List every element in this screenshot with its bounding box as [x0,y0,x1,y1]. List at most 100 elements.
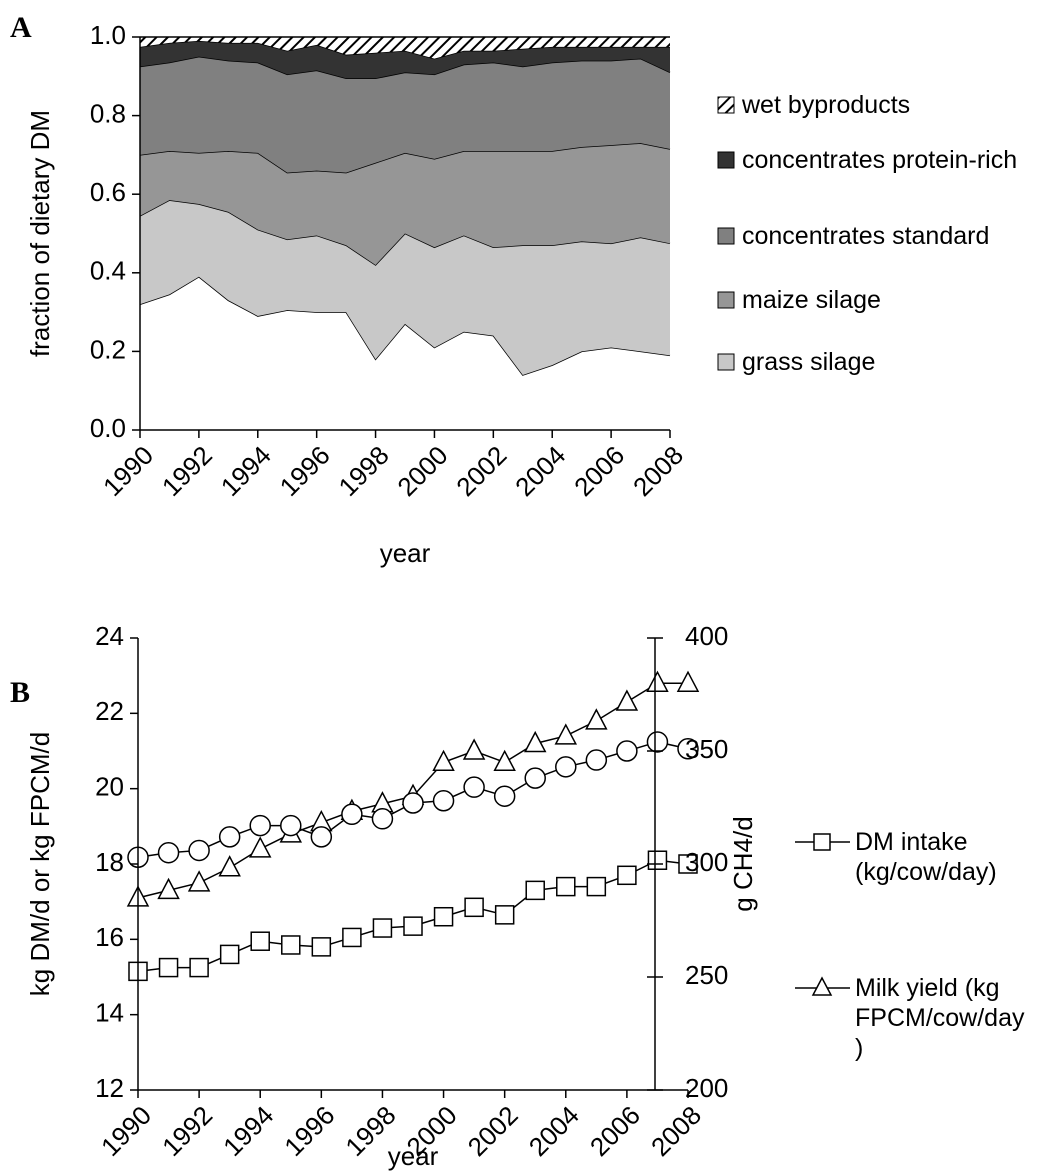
area [140,37,670,59]
y-tick-label: 0.2 [90,334,126,364]
y-tick-label: 16 [95,922,124,952]
y-tick-label: 18 [95,847,124,877]
y2-tick-label: 300 [685,847,728,877]
legend-label: grass silage [742,348,876,376]
point [525,880,545,901]
x-tick-label: 1994 [217,1100,279,1162]
legend-swatch [717,96,735,114]
y-tick-label: 20 [95,772,124,802]
x-tick-label: 2004 [509,440,571,502]
legend-swatch [717,227,735,245]
point [494,905,515,925]
x-tick-label: 1992 [156,1100,218,1162]
area [140,200,670,375]
point [280,814,302,837]
x-tick-label: 2004 [523,1100,585,1162]
y-tick-label: 24 [95,621,124,651]
legend-label: concentrates protein-rich [742,146,1018,174]
y-tick-label: 0.8 [90,98,126,128]
point [555,756,577,778]
x-tick-label: 1990 [97,440,159,502]
legend-swatch [717,353,735,371]
point [646,670,669,692]
y-tick-label: 14 [95,998,124,1028]
y2-tick-label: 400 [685,621,728,651]
point [463,776,485,798]
x-tick-label: 1990 [95,1100,157,1162]
point [310,826,333,848]
point [372,918,393,938]
point [371,808,394,830]
point [402,792,424,814]
x-tick-label: 2008 [627,440,689,502]
point [678,854,698,874]
point [219,944,240,965]
y2-axis-title: g CH4/d [728,816,758,911]
x-tick-label: 2002 [450,440,512,502]
legend-swatch [717,151,735,169]
point [646,731,669,753]
x-tick-label: 2006 [568,440,630,502]
point [189,957,209,978]
x-axis-title: year [380,538,431,568]
x-tick-label: 1996 [278,1100,340,1162]
y-tick-label: 12 [95,1073,124,1103]
y-tick-label: 1.0 [90,20,126,50]
y-axis-title: kg DM/d or kg FPCM/d [25,732,55,996]
point [676,670,700,692]
point [677,737,699,760]
point [218,826,241,848]
point [493,749,516,772]
point [616,740,638,762]
x-tick-label: 2002 [462,1100,524,1162]
legend-swatch [717,291,735,309]
x-tick-label: 1994 [215,440,277,502]
x-tick-label: 1996 [274,440,336,502]
point [249,814,271,837]
point [556,876,576,897]
legend-label: Milk yield (kg FPCM/cow/day ) [855,974,1025,1062]
point [433,906,454,927]
point [248,836,272,858]
y-axis-title: fraction of dietary DM [25,110,55,357]
point [493,785,516,807]
point [523,730,547,753]
point [617,865,637,886]
point [341,803,363,826]
point [586,876,607,897]
point [524,767,546,789]
x-tick-label: 2006 [584,1100,646,1162]
x-axis-title: year [388,1141,439,1171]
y-tick-label: 22 [95,696,124,726]
legend-label: wet byproducts [742,91,911,119]
point [158,957,179,978]
legend-label: concentrates standard [742,222,990,250]
legend-marker [811,976,833,996]
point [432,789,455,812]
panel-label: B [10,676,30,709]
point [403,916,423,936]
point [464,897,484,918]
y-tick-label: 0.0 [90,413,126,443]
x-tick-label: 1992 [156,440,218,502]
panel-label: A [10,11,32,44]
point [432,749,455,772]
point [157,841,180,864]
legend-label: maize silage [742,286,881,314]
point [585,708,608,730]
x-tick-label: 2000 [391,440,453,502]
y-tick-label: 0.6 [90,177,126,207]
point [342,927,362,948]
point [615,689,639,711]
point [462,738,486,760]
legend-marker [813,833,831,851]
point [157,877,180,900]
point [187,870,211,892]
point [218,855,241,877]
y-tick-label: 0.4 [90,256,126,286]
point [250,931,270,951]
area [140,143,670,265]
point [311,937,332,957]
